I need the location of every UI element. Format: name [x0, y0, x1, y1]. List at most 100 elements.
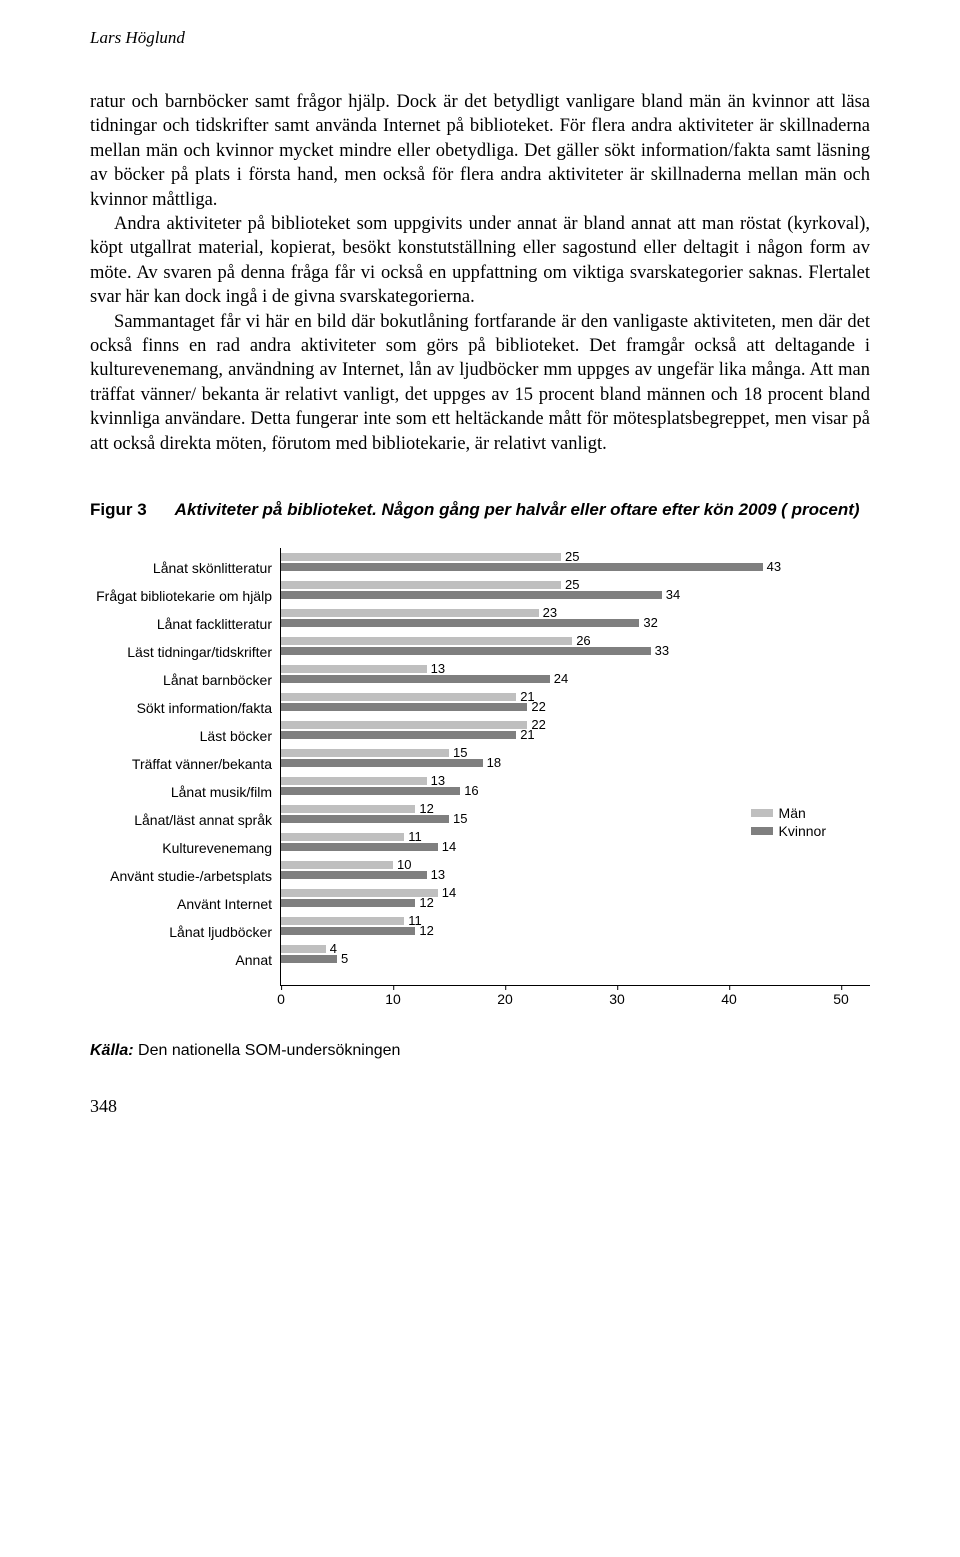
category-label: Frågat bibliotekarie om hjälp	[90, 582, 280, 610]
bar-female: 43	[281, 563, 763, 571]
bar-value-male: 4	[330, 941, 337, 956]
bar-male: 14	[281, 889, 438, 897]
bar-row: 2633	[281, 632, 870, 660]
bar-value-female: 43	[767, 559, 781, 574]
bar-row: 45	[281, 940, 870, 968]
bar-value-male: 26	[576, 633, 590, 648]
bar-value-female: 14	[442, 839, 456, 854]
x-tick: 10	[385, 991, 401, 1007]
x-tick: 50	[833, 991, 849, 1007]
bar-value-female: 33	[655, 643, 669, 658]
bar-value-female: 16	[464, 783, 478, 798]
bar-row: 2534	[281, 576, 870, 604]
bar-female: 24	[281, 675, 550, 683]
bar-value-female: 5	[341, 951, 348, 966]
bar-value-male: 25	[565, 549, 579, 564]
bar-male: 12	[281, 805, 415, 813]
category-label: Lånat facklitteratur	[90, 610, 280, 638]
legend-male: Män	[751, 804, 826, 822]
body-text: ratur och barnböcker samt frågor hjälp. …	[90, 90, 870, 456]
category-label: Lånat skönlitteratur	[90, 554, 280, 582]
bar-row: 2122	[281, 688, 870, 716]
bar-value-male: 11	[408, 829, 422, 844]
bar-value-female: 32	[643, 615, 657, 630]
bar-male: 25	[281, 553, 561, 561]
bar-female: 32	[281, 619, 639, 627]
bar-value-female: 13	[431, 867, 445, 882]
bar-female: 34	[281, 591, 662, 599]
bar-row: 1412	[281, 884, 870, 912]
source-label: Källa:	[90, 1042, 134, 1059]
bar-male: 15	[281, 749, 449, 757]
category-label: Lånat/läst annat språk	[90, 806, 280, 834]
bar-value-male: 25	[565, 577, 579, 592]
figure-number: Figur 3	[90, 500, 147, 520]
bar-value-female: 18	[487, 755, 501, 770]
category-label: Lånat musik/film	[90, 778, 280, 806]
category-label: Annat	[90, 946, 280, 974]
bar-female: 5	[281, 955, 337, 963]
bar-male: 23	[281, 609, 539, 617]
category-label: Läst tidningar/tidskrifter	[90, 638, 280, 666]
category-label: Använt Internet	[90, 890, 280, 918]
bar-value-female: 12	[419, 895, 433, 910]
bar-value-female: 22	[531, 699, 545, 714]
bar-value-female: 21	[520, 727, 534, 742]
bar-male: 26	[281, 637, 572, 645]
category-label: Träffat vänner/bekanta	[90, 750, 280, 778]
bar-row: 1013	[281, 856, 870, 884]
legend-label-male: Män	[779, 804, 806, 822]
x-axis-ticks: 01020304050	[281, 985, 870, 1011]
bar-male: 10	[281, 861, 393, 869]
bar-female: 22	[281, 703, 527, 711]
category-labels: Lånat skönlitteraturFrågat bibliotekarie…	[90, 548, 280, 974]
bar-male: 13	[281, 777, 427, 785]
bar-row: 2543	[281, 548, 870, 576]
bar-value-male: 10	[397, 857, 411, 872]
bar-female: 13	[281, 871, 427, 879]
category-label: Lånat barnböcker	[90, 666, 280, 694]
bar-male: 25	[281, 581, 561, 589]
bar-male: 4	[281, 945, 326, 953]
x-tick: 20	[497, 991, 513, 1007]
plot-area: 2543253423322633132421222221151813161215…	[280, 548, 870, 986]
running-head: Lars Höglund	[90, 28, 870, 48]
bar-row: 1518	[281, 744, 870, 772]
bar-row: 1316	[281, 772, 870, 800]
x-tick: 30	[609, 991, 625, 1007]
category-label: Använt studie-/arbetsplats	[90, 862, 280, 890]
legend-swatch-male	[751, 809, 773, 817]
bar-value-male: 23	[543, 605, 557, 620]
bar-female: 33	[281, 647, 651, 655]
source-line: Källa: Den nationella SOM-undersökningen	[90, 1042, 870, 1060]
category-label: Sökt information/fakta	[90, 694, 280, 722]
bar-female: 21	[281, 731, 516, 739]
bar-male: 13	[281, 665, 427, 673]
x-tick: 0	[277, 991, 285, 1007]
category-label: Kulturevenemang	[90, 834, 280, 862]
bar-male: 11	[281, 917, 404, 925]
legend: Män Kvinnor	[751, 804, 826, 840]
bar-value-female: 34	[666, 587, 680, 602]
legend-label-female: Kvinnor	[779, 822, 826, 840]
bar-row: 11 12	[281, 912, 870, 940]
figure-caption: Figur 3 Aktiviteter på biblioteket. Någo…	[90, 500, 870, 520]
bar-value-female: 12	[419, 923, 433, 938]
bar-value-male: 13	[431, 661, 445, 676]
bar-female: 14	[281, 843, 438, 851]
bar-value-male: 13	[431, 773, 445, 788]
paragraph-3: Sammantaget får vi här en bild där bokut…	[90, 310, 870, 456]
figure-title: Aktiviteter på biblioteket. Någon gång p…	[175, 500, 860, 520]
bar-value-male: 12	[419, 801, 433, 816]
bar-female: 12	[281, 899, 415, 907]
bar-value-female: 15	[453, 811, 467, 826]
legend-female: Kvinnor	[751, 822, 826, 840]
category-label: Läst böcker	[90, 722, 280, 750]
paragraph-2: Andra aktiviteter på biblioteket som upp…	[90, 212, 870, 310]
source-text: Den nationella SOM-undersökningen	[134, 1042, 401, 1059]
bar-male: 22	[281, 721, 527, 729]
legend-swatch-female	[751, 827, 773, 835]
bar-value-male: 14	[442, 885, 456, 900]
bar-female: 16	[281, 787, 460, 795]
paragraph-1: ratur och barnböcker samt frågor hjälp. …	[90, 90, 870, 212]
